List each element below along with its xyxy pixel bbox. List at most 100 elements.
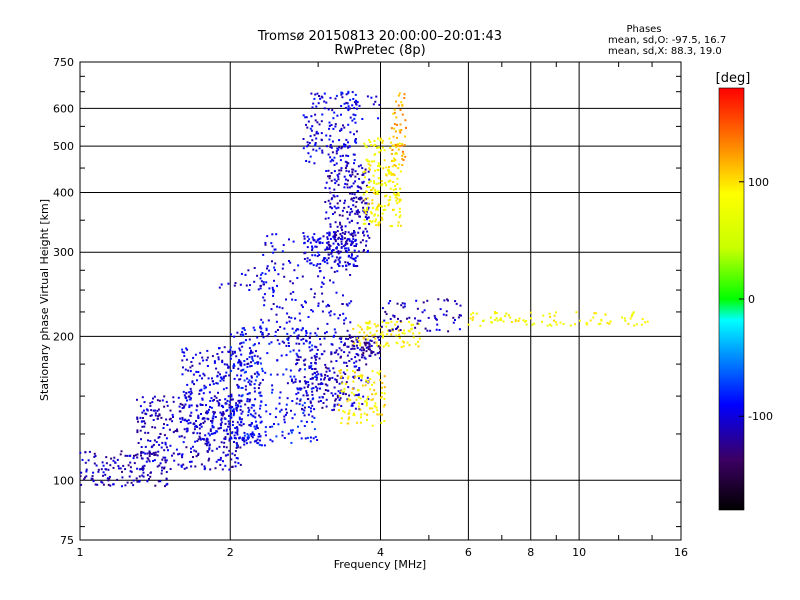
echo-point: [304, 300, 306, 303]
echo-point: [238, 401, 241, 404]
echo-point: [190, 465, 193, 468]
echo-point: [179, 402, 182, 405]
echo-point: [237, 386, 240, 389]
echo-point: [124, 484, 127, 487]
echo-point: [396, 183, 399, 186]
echo-point: [374, 169, 376, 172]
echo-point: [261, 331, 264, 334]
echo-point: [157, 480, 160, 483]
echo-point: [138, 480, 141, 483]
echo-point: [274, 330, 277, 333]
echo-point: [295, 402, 298, 405]
echo-point: [494, 311, 496, 313]
echo-point: [220, 404, 223, 407]
echo-point: [304, 116, 307, 119]
echo-point: [393, 174, 396, 177]
echo-point: [443, 299, 446, 302]
echo-point: [204, 434, 207, 437]
echo-point: [97, 468, 100, 471]
echo-point: [377, 336, 380, 339]
echo-point: [139, 416, 142, 419]
echo-point: [364, 338, 367, 341]
echo-point: [337, 242, 339, 245]
echo-point: [293, 331, 296, 334]
echo-point: [289, 280, 292, 283]
echo-point: [257, 387, 260, 390]
echo-point: [215, 460, 218, 463]
echo-point: [366, 419, 368, 422]
echo-point: [180, 465, 183, 468]
echo-point: [378, 338, 381, 341]
echo-point: [341, 376, 344, 379]
echo-point: [236, 429, 239, 431]
echo-point: [394, 188, 397, 191]
echo-point: [394, 185, 397, 187]
echo-point: [402, 152, 405, 155]
echo-point: [311, 254, 314, 257]
echo-point: [233, 412, 236, 415]
echo-point: [211, 432, 214, 435]
echo-point: [255, 424, 258, 427]
echo-point: [272, 294, 274, 297]
echo-point: [189, 387, 192, 390]
echo-point: [360, 356, 363, 359]
echo-point: [326, 375, 329, 377]
echo-point: [311, 393, 314, 396]
echo-point: [367, 203, 370, 206]
echo-point: [336, 195, 339, 198]
echo-point: [235, 355, 238, 358]
echo-point: [221, 359, 224, 362]
echo-point: [342, 312, 345, 315]
echo-point: [198, 424, 201, 426]
echo-point: [237, 385, 240, 388]
echo-point: [339, 256, 342, 259]
echo-point: [258, 383, 261, 386]
echo-point: [181, 359, 184, 362]
echo-point: [259, 325, 262, 328]
echo-point: [364, 212, 367, 215]
echo-point: [415, 299, 418, 302]
echo-point: [200, 425, 203, 428]
echo-point: [316, 92, 319, 95]
echo-point: [435, 318, 438, 321]
echo-point: [313, 162, 316, 165]
echo-point: [311, 106, 314, 109]
echo-point: [346, 183, 349, 186]
echo-point: [350, 253, 353, 256]
echo-point: [380, 205, 383, 208]
echo-point: [198, 389, 201, 392]
echo-point: [329, 156, 332, 159]
echo-point: [354, 356, 357, 359]
echo-point: [357, 405, 360, 408]
echo-point: [313, 416, 316, 419]
echo-point: [324, 217, 327, 220]
echo-point: [345, 240, 348, 243]
echo-point: [160, 446, 163, 449]
echo-point: [235, 402, 238, 405]
echo-point: [343, 143, 345, 146]
echo-point: [328, 233, 331, 236]
echo-point: [340, 355, 342, 358]
echo-point: [378, 221, 381, 224]
echo-point: [359, 348, 362, 351]
echo-point: [317, 304, 320, 307]
echo-point: [150, 409, 153, 412]
echo-point: [387, 302, 390, 305]
echo-point: [472, 311, 475, 314]
echo-point: [149, 402, 152, 405]
echo-point: [171, 420, 174, 423]
echo-point: [219, 456, 222, 459]
echo-point: [331, 197, 334, 200]
echo-point: [350, 233, 353, 236]
echo-point: [457, 316, 460, 319]
echo-point: [291, 298, 294, 301]
echo-point: [141, 425, 144, 428]
echo-point: [315, 241, 318, 244]
echo-point: [211, 399, 214, 402]
echo-point: [549, 323, 552, 326]
echo-point: [366, 186, 369, 188]
echo-point: [384, 310, 387, 313]
echo-point: [221, 414, 224, 417]
echo-point: [320, 373, 323, 376]
